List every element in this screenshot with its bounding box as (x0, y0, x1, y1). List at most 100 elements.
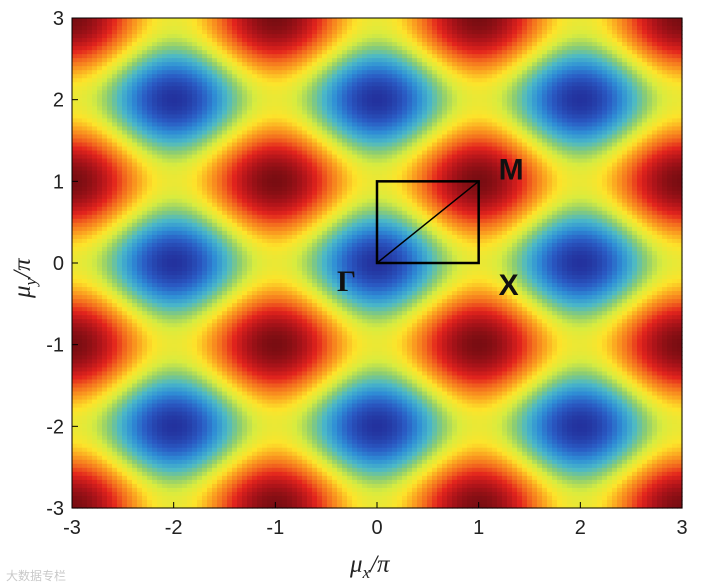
heatmap-cell (417, 154, 423, 160)
heatmap-cell (617, 106, 623, 111)
heatmap-cell (132, 154, 138, 160)
heatmap-cell (382, 162, 388, 168)
heatmap-cell (482, 70, 488, 75)
heatmap-cell (202, 150, 208, 156)
heatmap-cell (132, 134, 138, 140)
heatmap-cell (367, 146, 373, 152)
heatmap-cell (487, 58, 493, 63)
heatmap-cell (592, 106, 598, 111)
heatmap-cell (122, 110, 128, 115)
heatmap-cell (532, 74, 538, 79)
heatmap-cell (367, 54, 373, 59)
heatmap-cell (377, 170, 383, 176)
heatmap-cell (102, 114, 108, 120)
heatmap-cell (662, 146, 668, 152)
heatmap-cell (82, 34, 88, 39)
heatmap-cell (152, 82, 158, 87)
heatmap-cell (352, 126, 358, 132)
heatmap-cell (427, 150, 433, 156)
heatmap-cell (507, 126, 513, 132)
heatmap-cell (627, 118, 633, 124)
heatmap-cell (237, 90, 243, 95)
heatmap-cell (92, 166, 98, 172)
heatmap-cell (457, 162, 463, 168)
heatmap-cell (217, 70, 223, 75)
heatmap-cell (562, 58, 568, 63)
heatmap-cell (157, 174, 163, 180)
heatmap-cell (122, 134, 128, 140)
heatmap-cell (337, 58, 343, 63)
heatmap-cell (117, 102, 123, 107)
heatmap-cell (72, 122, 78, 128)
heatmap-cell (262, 130, 268, 136)
heatmap-cell (302, 54, 308, 59)
heatmap-cell (647, 50, 653, 55)
heatmap-cell (662, 90, 668, 95)
heatmap-cell (487, 150, 493, 156)
heatmap-cell (427, 110, 433, 115)
heatmap-cell (542, 142, 548, 148)
heatmap-cell (647, 70, 653, 75)
heatmap-cell (132, 174, 138, 180)
heatmap-cell (317, 134, 323, 140)
heatmap-cell (432, 150, 438, 156)
heatmap-cell (157, 50, 163, 55)
heatmap-cell (647, 102, 653, 107)
heatmap-cell (357, 50, 363, 55)
heatmap-cell (87, 114, 93, 120)
heatmap-cell (347, 82, 353, 87)
heatmap-cell (307, 18, 313, 23)
heatmap-cell (242, 38, 248, 43)
heatmap-cell (592, 162, 598, 168)
heatmap-cell (612, 22, 618, 27)
heatmap-cell (227, 166, 233, 172)
heatmap-cell (527, 62, 533, 67)
heatmap-cell (422, 90, 428, 95)
heatmap-cell (282, 66, 288, 71)
heatmap-cell (662, 162, 668, 168)
heatmap-cell (502, 98, 508, 103)
heatmap-cell (472, 62, 478, 67)
heatmap-cell (532, 58, 538, 63)
heatmap-cell (557, 66, 563, 71)
heatmap-cell (102, 138, 108, 144)
heatmap-cell (342, 42, 348, 47)
heatmap-cell (92, 118, 98, 124)
heatmap-cell (612, 18, 618, 23)
heatmap-cell (322, 150, 328, 156)
heatmap-cell (332, 66, 338, 71)
heatmap-cell (182, 38, 188, 43)
heatmap-cell (107, 150, 113, 156)
heatmap-cell (257, 158, 263, 164)
heatmap-cell (202, 42, 208, 47)
heatmap-cell (492, 126, 498, 132)
heatmap-cell (167, 118, 173, 124)
heatmap-cell (672, 106, 678, 111)
heatmap-cell (582, 122, 588, 128)
heatmap-cell (357, 122, 363, 128)
heatmap-cell (77, 66, 83, 71)
heatmap-cell (557, 98, 563, 103)
heatmap-cell (127, 170, 133, 176)
heatmap-cell (497, 74, 503, 79)
heatmap-cell (342, 178, 348, 184)
heatmap-cell (282, 54, 288, 59)
heatmap-cell (372, 138, 378, 144)
heatmap-cell (592, 114, 598, 120)
heatmap-cell (467, 70, 473, 75)
heatmap-cell (292, 30, 298, 35)
heatmap-cell (277, 122, 283, 128)
heatmap-cell (102, 150, 108, 156)
heatmap-cell (357, 166, 363, 172)
heatmap-cell (532, 94, 538, 99)
heatmap-cell (127, 66, 133, 71)
heatmap-cell (642, 46, 648, 51)
heatmap-cell (232, 106, 238, 111)
heatmap-cell (162, 118, 168, 124)
heatmap-cell (277, 126, 283, 132)
heatmap-cell (72, 94, 78, 99)
heatmap-cell (397, 150, 403, 156)
heatmap-cell (527, 122, 533, 128)
heatmap-cell (337, 94, 343, 99)
heatmap-cell (207, 54, 213, 59)
